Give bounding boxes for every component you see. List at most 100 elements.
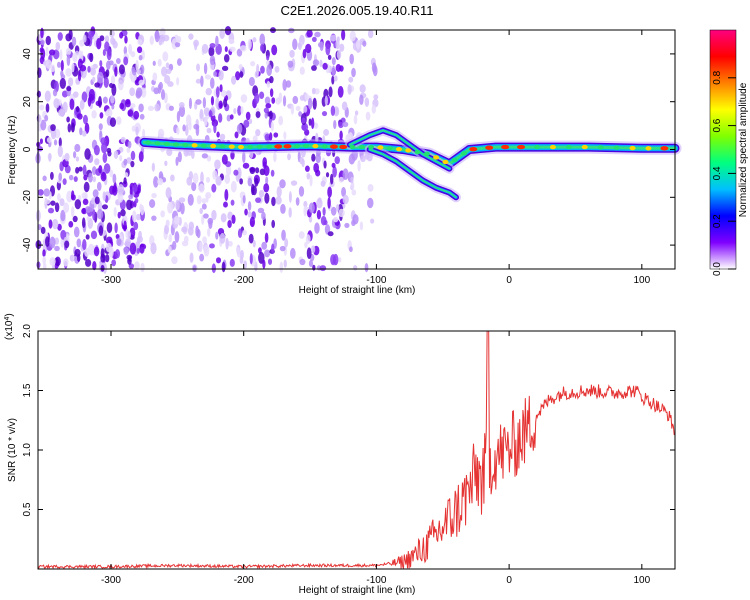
noise-speckle [79, 99, 85, 110]
noise-speckle [83, 174, 88, 181]
noise-speckle [195, 78, 202, 84]
noise-speckle [267, 258, 273, 265]
noise-speckle [74, 199, 82, 210]
noise-speckle [335, 108, 339, 115]
spectral-peak [395, 146, 402, 152]
noise-speckle [135, 213, 141, 221]
noise-speckle [129, 87, 136, 97]
noise-speckle [351, 67, 356, 78]
noise-speckle [225, 237, 229, 250]
noise-speckle [314, 88, 320, 95]
noise-speckle [331, 65, 336, 76]
noise-speckle [335, 64, 342, 72]
noise-speckle [353, 114, 358, 125]
noise-speckle [333, 216, 339, 223]
noise-speckle [86, 216, 90, 222]
noise-speckle [114, 222, 118, 234]
noise-speckle [203, 107, 210, 117]
noise-speckle [271, 44, 278, 56]
noise-speckle [350, 176, 354, 184]
noise-speckle [255, 167, 260, 174]
noise-speckle [233, 107, 237, 115]
noise-speckle [136, 248, 140, 254]
spectral-peak [485, 145, 494, 150]
noise-speckle [327, 54, 332, 61]
noise-speckle [330, 206, 337, 216]
noise-speckle [219, 28, 225, 40]
noise-speckle [178, 197, 186, 203]
colorbar-tick-label: 0.8 [712, 70, 723, 84]
noise-speckle [338, 257, 342, 263]
noise-speckle [309, 174, 313, 187]
noise-speckle [66, 86, 72, 92]
noise-speckle [74, 143, 81, 153]
noise-speckle [240, 94, 248, 103]
noise-speckle [327, 231, 334, 237]
noise-speckle [75, 167, 80, 174]
noise-speckle [259, 33, 266, 46]
noise-speckle [188, 221, 195, 231]
noise-speckle [58, 137, 62, 148]
noise-speckle [316, 209, 322, 220]
spectrogram-lines [137, 125, 682, 203]
noise-speckle [133, 221, 139, 231]
noise-speckle [263, 183, 270, 193]
noise-speckle [39, 138, 43, 145]
noise-speckle [315, 169, 321, 177]
noise-speckle [201, 203, 207, 210]
noise-speckle [174, 42, 181, 48]
noise-speckle [226, 114, 231, 122]
noise-speckle [256, 63, 260, 76]
spectrogram-x-tick-label: 100 [633, 275, 650, 286]
spectral-peak [358, 144, 365, 150]
noise-speckle [100, 171, 107, 182]
noise-speckle [188, 33, 194, 40]
noise-speckle [312, 59, 320, 67]
noise-speckle [139, 113, 145, 120]
noise-speckle [76, 113, 83, 120]
noise-speckle [132, 69, 137, 76]
noise-speckle [159, 34, 166, 43]
noise-speckle [109, 117, 117, 128]
noise-speckle [271, 243, 275, 254]
noise-speckle [297, 42, 302, 51]
spectral-peak [265, 144, 272, 149]
noise-speckle [319, 41, 324, 52]
noise-speckle [109, 169, 114, 178]
noise-speckle [104, 41, 110, 52]
noise-speckle [91, 110, 97, 119]
noise-speckle [308, 202, 315, 214]
noise-speckle [357, 160, 361, 172]
noise-speckle [113, 150, 119, 159]
noise-speckle [319, 265, 327, 272]
noise-speckle [265, 60, 270, 66]
noise-speckle [50, 200, 56, 206]
noise-speckle [310, 245, 316, 254]
noise-speckle [135, 126, 139, 136]
noise-speckle [263, 107, 269, 114]
noise-speckle [117, 184, 125, 195]
noise-speckle [50, 124, 56, 132]
noise-speckle [48, 219, 53, 229]
noise-speckle [262, 259, 266, 269]
noise-speckle [60, 60, 64, 72]
noise-speckle [255, 197, 262, 204]
noise-speckle [224, 46, 228, 53]
noise-speckle [181, 240, 189, 247]
noise-speckle [323, 129, 330, 136]
noise-speckle [171, 256, 178, 265]
noise-speckle [307, 97, 313, 110]
noise-speckle [117, 191, 124, 203]
noise-speckle [103, 163, 111, 174]
spectral-peak [163, 141, 170, 147]
noise-speckle [264, 112, 268, 119]
noise-speckle [335, 203, 340, 212]
spectral-peak [191, 143, 198, 148]
noise-speckle [82, 198, 89, 206]
noise-speckle [219, 232, 226, 244]
noise-speckle [125, 100, 131, 108]
noise-speckle [110, 94, 115, 104]
noise-speckle [359, 84, 366, 93]
noise-speckle [87, 65, 91, 73]
noise-speckle [165, 187, 172, 199]
